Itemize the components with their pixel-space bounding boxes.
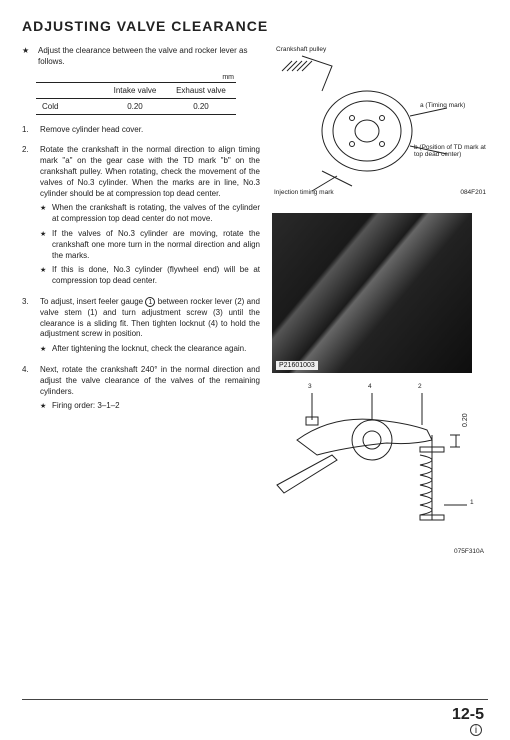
step-4-subs: Firing order: 3–1–2 — [40, 401, 260, 412]
label-n4: 4 — [368, 383, 372, 390]
table-header-cell: Intake valve — [104, 82, 166, 98]
circled-1-icon: 1 — [145, 297, 155, 307]
rocker-diagram-icon — [272, 385, 488, 545]
label-td-pos: b (Position of TD mark at top dead cente… — [414, 144, 486, 158]
engine-photo: P21601003 — [272, 213, 472, 373]
step-text: Rotate the crankshaft in the normal dire… — [40, 145, 260, 197]
footer-mark-icon: i — [470, 724, 482, 736]
right-column: Crankshaft pulley a (Timing mark) b (Pos… — [272, 46, 488, 567]
sub-item: When the crankshaft is rotating, the val… — [40, 203, 260, 225]
label-inj-mark: Injection timing mark — [274, 189, 334, 196]
left-column: ★ Adjust the clearance between the valve… — [22, 46, 260, 567]
step-4: Next, rotate the crankshaft 240° in the … — [22, 365, 260, 412]
label-crank-pulley: Crankshaft pulley — [276, 46, 326, 53]
sub-item: If this is done, No.3 cylinder (flywheel… — [40, 265, 260, 287]
label-fig1-code: 084F201 — [460, 189, 486, 196]
label-fig3-code: 075F310A — [454, 548, 484, 555]
intro-line: ★ Adjust the clearance between the valve… — [22, 46, 260, 68]
table-cell: 0.20 — [166, 98, 236, 114]
page-title: ADJUSTING VALVE CLEARANCE — [22, 18, 488, 34]
table-header-cell — [36, 82, 104, 98]
label-dim: 0.20 — [462, 413, 469, 427]
footer-rule — [22, 699, 488, 700]
sub-item: After tightening the locknut, check the … — [40, 344, 260, 355]
table-header-row: Intake valve Exhaust valve — [36, 82, 236, 98]
star-icon: ★ — [22, 46, 32, 68]
photo-tag: P21601003 — [276, 361, 318, 370]
step-1: Remove cylinder head cover. — [22, 125, 260, 136]
clearance-table-wrap: mm Intake valve Exhaust valve Cold 0.20 … — [36, 74, 236, 115]
table-header-cell: Exhaust valve — [166, 82, 236, 98]
table-row: Cold 0.20 0.20 — [36, 98, 236, 114]
figure-crankshaft-pulley: Crankshaft pulley a (Timing mark) b (Pos… — [272, 46, 488, 201]
procedure-list: Remove cylinder head cover. Rotate the c… — [22, 125, 260, 413]
figure-photo: P21601003 — [272, 213, 488, 373]
content-columns: ★ Adjust the clearance between the valve… — [22, 46, 488, 567]
intro-text: Adjust the clearance between the valve a… — [38, 46, 260, 68]
clearance-table: Intake valve Exhaust valve Cold 0.20 0.2… — [36, 82, 236, 115]
step-text: Next, rotate the crankshaft 240° in the … — [40, 365, 260, 396]
step-text: To adjust, insert feeler gauge 1 between… — [40, 297, 260, 338]
label-n2: 2 — [418, 383, 422, 390]
label-n1: 1 — [470, 499, 474, 506]
table-unit: mm — [36, 74, 236, 81]
table-cell: Cold — [36, 98, 104, 114]
pulley-diagram-icon — [272, 46, 488, 201]
step-2-subs: When the crankshaft is rotating, the val… — [40, 203, 260, 287]
step-2: Rotate the crankshaft in the normal dire… — [22, 145, 260, 287]
page-number: 12-5 — [452, 706, 484, 724]
label-n3: 3 — [308, 383, 312, 390]
sub-item: If the valves of No.3 cylinder are movin… — [40, 229, 260, 261]
table-cell: 0.20 — [104, 98, 166, 114]
sub-item: Firing order: 3–1–2 — [40, 401, 260, 412]
step-text: Remove cylinder head cover. — [40, 125, 143, 134]
label-timing-mark: a (Timing mark) — [420, 102, 465, 109]
figure-rocker-lever: 3 4 2 1 0.20 075F310A — [272, 385, 488, 555]
step-3-subs: After tightening the locknut, check the … — [40, 344, 260, 355]
step-3: To adjust, insert feeler gauge 1 between… — [22, 297, 260, 355]
